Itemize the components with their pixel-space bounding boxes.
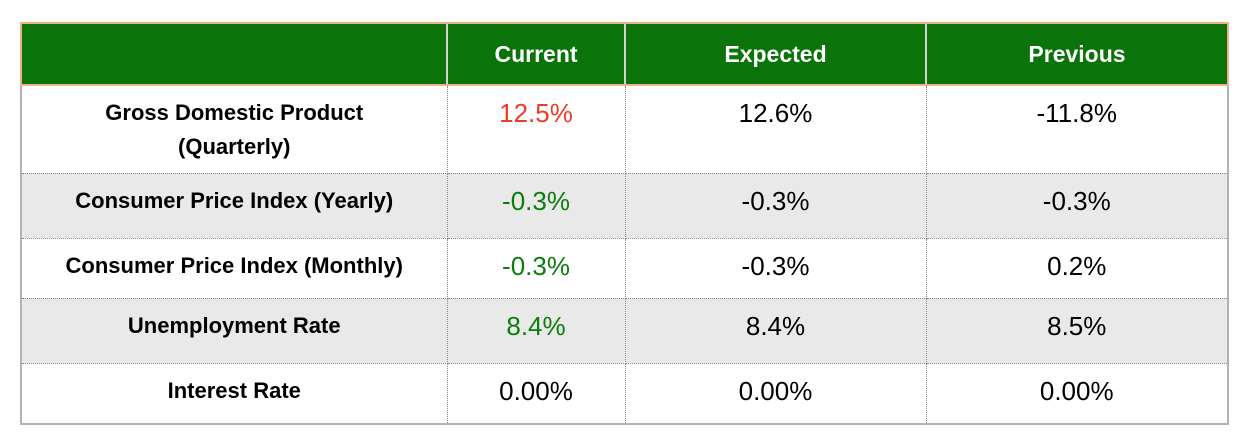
table-row-cpi-monthly: Consumer Price Index (Monthly) -0.3% -0.…: [20, 237, 1229, 299]
current-value: -0.3%: [446, 237, 626, 299]
expected-value: 12.6%: [624, 84, 927, 174]
current-value: 0.00%: [446, 362, 626, 425]
column-header-previous: Previous: [925, 22, 1229, 86]
current-value: -0.3%: [446, 172, 626, 239]
expected-value: 0.00%: [624, 362, 927, 425]
table-row-interest-rate: Interest Rate 0.00% 0.00% 0.00%: [20, 362, 1229, 425]
expected-value: -0.3%: [624, 237, 927, 299]
expected-value: -0.3%: [624, 172, 927, 239]
previous-value: 8.5%: [925, 297, 1229, 364]
expected-value: 8.4%: [624, 297, 927, 364]
column-header-indicator: [20, 22, 447, 86]
row-label: Interest Rate: [20, 362, 448, 425]
table-row-unemployment-rate: Unemployment Rate 8.4% 8.4% 8.5%: [20, 297, 1229, 364]
current-value: 8.4%: [446, 297, 626, 364]
table-row-cpi-yearly: Consumer Price Index (Yearly) -0.3% -0.3…: [20, 172, 1229, 239]
row-label: Unemployment Rate: [20, 297, 448, 364]
previous-value: 0.2%: [925, 237, 1229, 299]
current-value: 12.5%: [446, 84, 626, 174]
column-header-expected: Expected: [624, 22, 926, 86]
column-header-current: Current: [446, 22, 625, 86]
row-label: Consumer Price Index (Yearly): [20, 172, 448, 239]
row-label: Consumer Price Index (Monthly): [20, 237, 448, 299]
economic-indicators-table: Current Expected Previous Gross Domestic…: [20, 22, 1229, 425]
table-row-gdp-quarterly: Gross Domestic Product (Quarterly) 12.5%…: [20, 84, 1229, 174]
previous-value: 0.00%: [925, 362, 1229, 425]
previous-value: -11.8%: [925, 84, 1229, 174]
row-label: Gross Domestic Product (Quarterly): [20, 84, 448, 174]
header-row: Current Expected Previous: [20, 22, 1229, 86]
previous-value: -0.3%: [925, 172, 1229, 239]
